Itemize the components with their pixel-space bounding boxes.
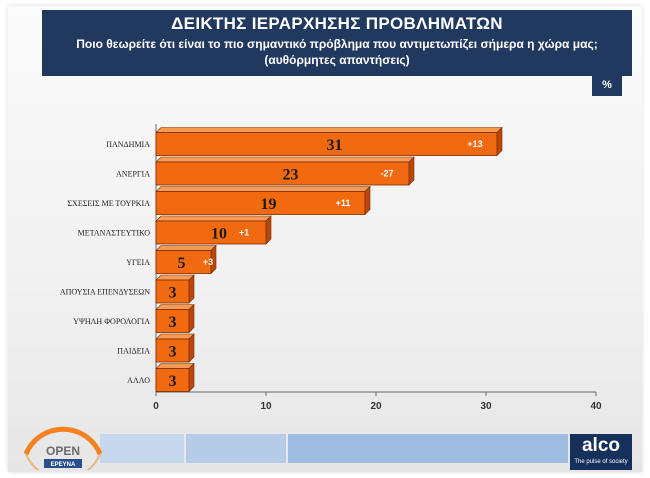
x-tick-label: 20 [370,401,382,412]
chart-note: (αυθόρμητες απαντήσεις) [264,53,410,67]
bar [155,161,410,186]
category-label: ΜΕΤΑΝΑΣΤΕΥΤΙΚΟ [78,229,151,238]
open-logo-sub: ΕΡΕΥΝΑ [51,462,76,468]
bar-side-face [364,185,371,216]
bar-value-label: 3 [169,344,177,361]
bar-value-label: 10 [211,226,227,243]
x-tick-label: 30 [480,401,492,412]
bar-top-face [155,186,371,192]
header-banner: ΔΕΙΚΤΗΣ ΙΕΡΑΡΧΗΣΗΣ ΠΡΟΒΛΗΜΑΤΩΝ Ποιο θεωρ… [42,10,632,76]
bar [155,279,190,304]
bar [155,309,190,333]
bar [155,338,190,363]
bar-side-face [496,126,503,157]
bar [155,191,366,215]
category-label: ΠΑΝΔΗΜΙΑ [106,140,150,149]
bar [155,220,267,245]
bar-value-label: 3 [169,285,177,302]
bar-top-face [155,304,195,310]
bar [155,250,212,274]
bar-value-label: 19 [261,196,277,213]
x-tick-label: 10 [260,401,272,412]
bar-top-face [155,274,195,281]
bar-value-label: 3 [169,373,177,390]
bar-top-face [155,156,415,163]
x-tick-label: 40 [590,401,602,412]
alco-logo-tag: The pulse of society [574,459,628,465]
category-label: ΣΧΕΣΕΙΣ ΜΕ ΤΟΥΡΚΙΑ [67,199,150,208]
slide: ΔΕΙΚΤΗΣ ΙΕΡΑΡΧΗΣΗΣ ΠΡΟΒΛΗΜΑΤΩΝ Ποιο θεωρ… [8,6,642,472]
x-tick-label: 0 [153,401,159,412]
category-label: ΠΑΙΔΕΙΑ [117,347,150,356]
bar-value-label: 3 [169,314,177,331]
bar-change-label: +11 [336,198,351,208]
alco-logo-name: alco [581,435,621,456]
category-label: ΑΛΛΟ [127,376,150,385]
bar-change-label: +3 [203,257,213,267]
category-label: ΥΓΕΙΑ [126,258,150,267]
footer-band-1 [100,434,184,463]
bar-value-label: 23 [283,167,299,184]
open-logo-text: OPEN [46,444,80,458]
bar-change-label: -27 [380,169,393,179]
bar-change-label: +13 [467,139,482,149]
bar [155,368,190,392]
bar-side-face [188,274,195,304]
bar-side-face [188,362,195,393]
footer-band-2 [186,434,286,463]
open-logo-icon: OPEN ΕΡΕΥΝΑ [23,426,103,470]
bar-top-face [155,245,217,251]
bar-top-face [155,215,272,222]
bar-side-face [188,333,195,363]
chart-title: ΔΕΙΚΤΗΣ ΙΕΡΑΡΧΗΣΗΣ ΠΡΟΒΛΗΜΑΤΩΝ [171,14,503,33]
bar-change-label: +1 [239,228,249,238]
bar [155,132,498,156]
footer-band-3 [288,434,568,463]
bar-side-face [408,156,415,186]
category-label: ΥΨΗΛΗ ΦΟΡΟΛΟΓΙΑ [73,317,150,326]
category-label: ΑΝΕΡΓΙΑ [116,170,150,179]
category-label: ΑΠΟΥΣΙΑ ΕΠΕΝΔΥΣΕΩΝ [60,288,150,297]
bar-side-face [188,303,195,334]
bar-side-face [265,215,272,245]
bar-top-face [155,333,195,340]
bar-value-label: 5 [178,255,186,272]
alco-logo: alco The pulse of society [570,434,632,470]
chart-subtitle: Ποιο θεωρείτε ότι είναι το πιο σημαντικό… [76,37,598,51]
bar-top-face [155,363,195,369]
bar-top-face [155,127,503,133]
bar-value-label: 31 [327,137,343,154]
unit-badge: % [592,74,622,96]
